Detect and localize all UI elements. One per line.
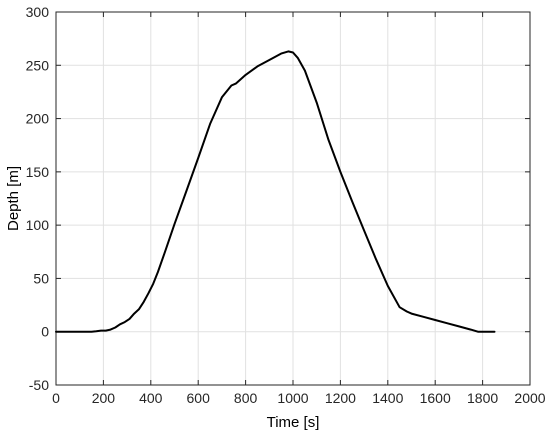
- y-tick-label: 200: [26, 111, 50, 127]
- y-tick-label: 300: [26, 4, 50, 20]
- x-tick-label: 0: [52, 390, 60, 406]
- x-tick-labels: 0 200 400 600 800 1000 1200 1400 1600 1800 2000: [52, 390, 546, 406]
- x-tick-label: 600: [187, 390, 211, 406]
- x-tick-label: 1200: [325, 390, 356, 406]
- x-tick-label: 2000: [514, 390, 545, 406]
- y-tick-label: 50: [33, 270, 49, 286]
- y-tick-label: 0: [41, 324, 49, 340]
- y-tick-label: 250: [26, 57, 50, 73]
- x-tick-label: 400: [139, 390, 163, 406]
- x-tick-label: 200: [92, 390, 116, 406]
- y-axis-title: Depth [m]: [5, 166, 22, 231]
- depth-series-line: [55, 50, 496, 333]
- plot-frame: [55, 11, 531, 386]
- x-tick-label: 1000: [277, 390, 308, 406]
- x-tick-label: 1800: [467, 390, 498, 406]
- x-axis-title: Time [s]: [267, 414, 320, 431]
- y-tick-label: 150: [26, 164, 50, 180]
- y-tick-label: 100: [26, 217, 50, 233]
- x-tick-label: 1600: [420, 390, 451, 406]
- x-tick-label: 800: [234, 390, 258, 406]
- x-tick-label: 1400: [372, 390, 403, 406]
- series-layer: [55, 50, 496, 333]
- y-tick-labels: -50 0 50 100 150 200 250 300: [26, 4, 50, 393]
- y-tick-label: -50: [29, 377, 49, 393]
